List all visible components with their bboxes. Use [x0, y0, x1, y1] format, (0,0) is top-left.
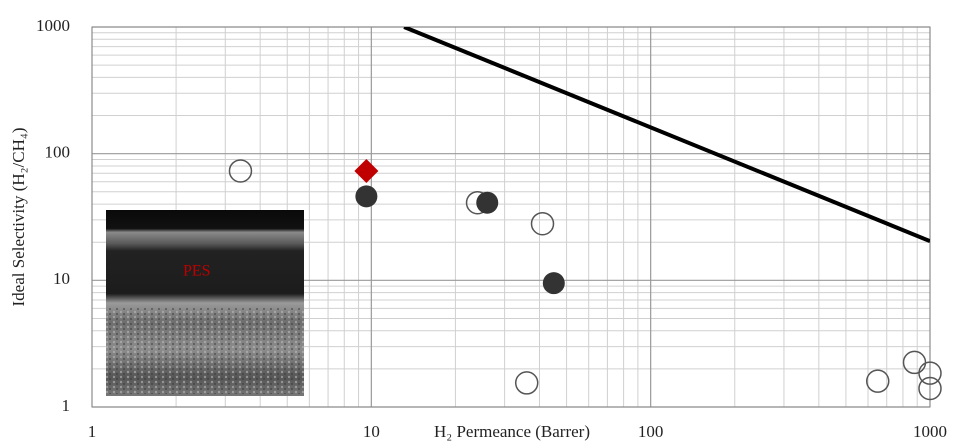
- y-tick-label: 1: [62, 396, 71, 415]
- open-marker: [229, 160, 251, 182]
- x-tick-label: 1000: [913, 422, 947, 441]
- sem-texture: [106, 308, 304, 394]
- open-marker: [532, 213, 554, 235]
- open-marker: [903, 351, 925, 373]
- x-tick-label: 10: [363, 422, 380, 441]
- filled-marker: [355, 185, 377, 207]
- y-tick-label: 100: [45, 143, 71, 162]
- open-marker: [867, 370, 889, 392]
- diamond-marker: [354, 159, 378, 183]
- open-marker: [516, 372, 538, 394]
- filled-marker: [476, 192, 498, 214]
- y-tick-label: 10: [53, 269, 70, 288]
- x-tick-label: 1: [88, 422, 97, 441]
- y-axis-title: Ideal Selectivity (H₂/CH₄): [9, 128, 28, 307]
- filled-marker: [543, 272, 565, 294]
- inset-image: PES: [106, 210, 304, 396]
- chart: PES H₂ Permeance (Barrer) Ideal Selectiv…: [0, 0, 954, 445]
- x-axis-title: H₂ Permeance (Barrer): [434, 422, 590, 441]
- inset-label: PES: [183, 263, 211, 280]
- marks: [229, 27, 941, 399]
- y-tick-label: 1000: [36, 16, 70, 35]
- x-tick-label: 100: [638, 422, 664, 441]
